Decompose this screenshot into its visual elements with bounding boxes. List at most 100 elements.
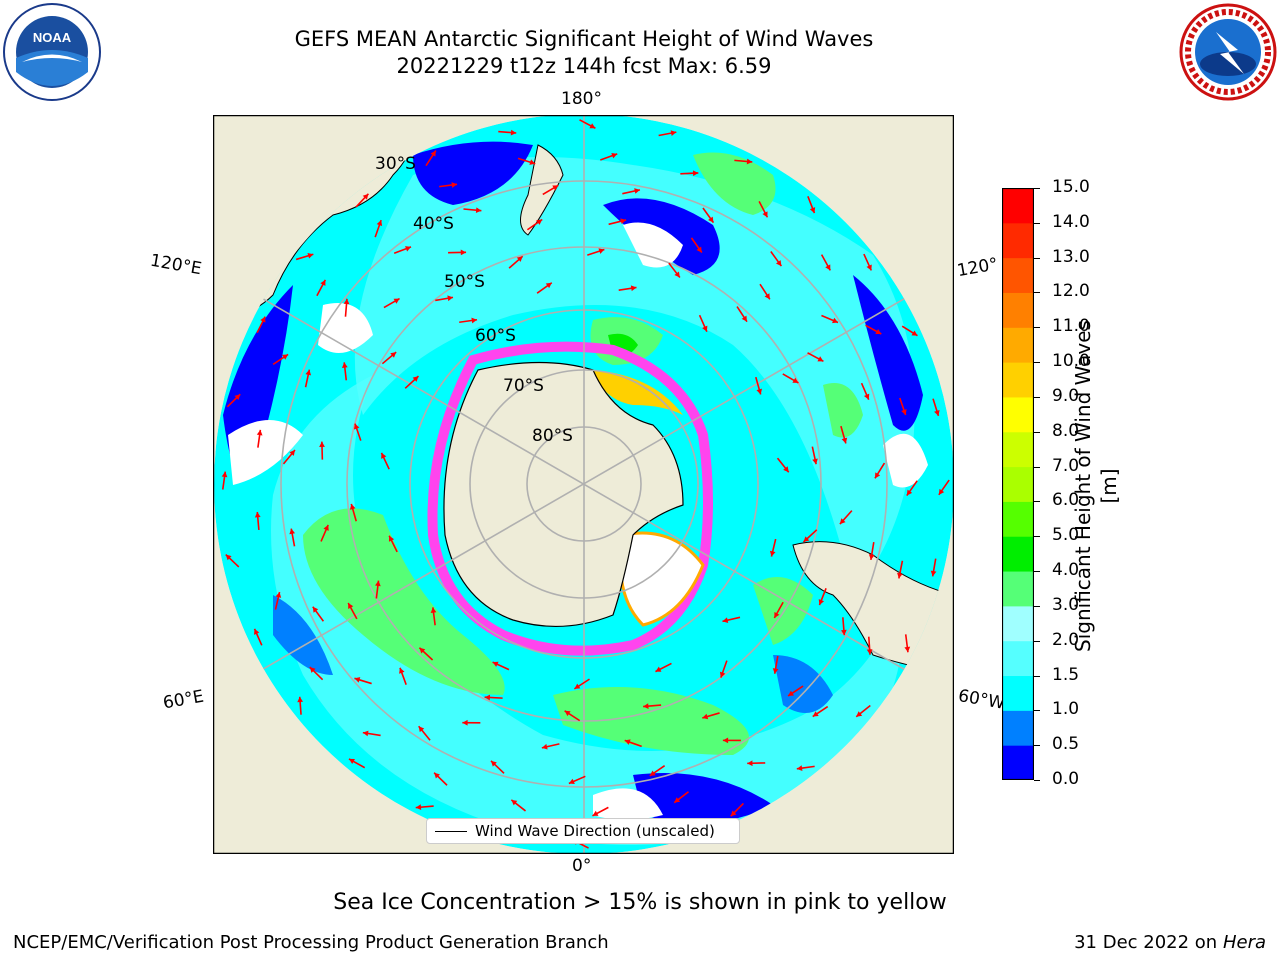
wave-direction-arrowhead bbox=[774, 611, 780, 618]
chart-subtitle: 20221229 t12z 144h fcst Max: 6.59 bbox=[396, 54, 772, 78]
colorbar-tick-mark bbox=[1034, 222, 1040, 224]
colorbar-segment bbox=[1002, 466, 1034, 502]
colorbar-segment bbox=[1002, 605, 1034, 642]
wave-direction-arrowhead bbox=[451, 182, 458, 188]
wave-direction-arrowhead bbox=[674, 271, 680, 278]
wave-direction-arrowhead bbox=[825, 264, 831, 271]
wave-direction-arrowhead bbox=[817, 356, 824, 362]
colorbar-segment bbox=[1002, 188, 1034, 224]
colorbar-tick-mark bbox=[1034, 640, 1040, 642]
wave-direction-arrowhead bbox=[447, 295, 454, 302]
wave-direction-arrowhead bbox=[568, 778, 575, 785]
wave-direction-arrowhead bbox=[803, 536, 810, 543]
wave-direction-arrowhead bbox=[289, 528, 296, 535]
colorbar-tick-mark bbox=[1034, 710, 1040, 712]
wave-direction-arrowhead bbox=[722, 617, 729, 623]
wave-direction-arrowhead bbox=[511, 799, 518, 806]
noaa-logo-text: NOAA bbox=[33, 30, 72, 45]
colorbar-tick-mark bbox=[1034, 292, 1040, 294]
wave-direction-arrowhead bbox=[552, 185, 559, 191]
colorbar-tick-label: 3.0 bbox=[1052, 594, 1080, 615]
wave-direction-arrowhead bbox=[841, 437, 848, 444]
wave-direction-arrowhead bbox=[906, 489, 913, 496]
colorbar-tick-label: 5.0 bbox=[1052, 525, 1080, 546]
colorbar-label: Significant Height of Wind Waves [m] bbox=[1071, 320, 1121, 652]
wave-direction-arrowhead bbox=[832, 317, 839, 324]
wave-direction-arrowhead bbox=[388, 535, 395, 542]
colorbar-segment bbox=[1002, 745, 1034, 780]
wave-direction-arrowhead bbox=[574, 683, 581, 689]
wave-direction-arrowhead bbox=[510, 129, 517, 136]
wave-direction-arrowhead bbox=[475, 207, 482, 214]
wave-direction-arrowhead bbox=[730, 810, 737, 817]
wave-direction-arrowhead bbox=[856, 711, 863, 717]
wave-direction-arrowhead bbox=[866, 264, 872, 271]
colorbar-tick-mark bbox=[1034, 675, 1040, 677]
wave-direction-arrowhead bbox=[812, 711, 819, 717]
wave-direction-arrowhead bbox=[875, 328, 882, 335]
wave-direction-arrowhead bbox=[376, 220, 383, 227]
wave-direction-arrowhead bbox=[747, 760, 753, 767]
colorbar-tick-label: 13.0 bbox=[1052, 246, 1090, 267]
footer-machine: Hera bbox=[1222, 932, 1266, 953]
wave-direction-arrowhead bbox=[341, 362, 348, 368]
wave-direction-arrowhead bbox=[863, 393, 870, 400]
wind-wave-arrows bbox=[221, 119, 950, 849]
wave-direction-arrowhead bbox=[564, 710, 571, 717]
colorbar-segment bbox=[1002, 292, 1034, 328]
colorbar-tick-label: 2.0 bbox=[1052, 629, 1080, 650]
colorbar bbox=[1002, 188, 1034, 780]
wave-direction-arrowhead bbox=[349, 503, 356, 510]
wave-direction-arrowhead bbox=[783, 466, 789, 473]
lon-label-180: 180° bbox=[561, 89, 602, 109]
wave-direction-arrowhead bbox=[260, 316, 266, 323]
wave-direction-arrowhead bbox=[319, 441, 325, 447]
wave-direction-arrowhead bbox=[320, 279, 326, 286]
colorbar-tick-label: 9.0 bbox=[1052, 385, 1080, 406]
wave-direction-arrowhead bbox=[643, 703, 649, 709]
graticule bbox=[214, 114, 954, 854]
colorbar-tick-label: 14.0 bbox=[1052, 211, 1090, 232]
wave-direction-arrowhead bbox=[792, 377, 799, 383]
legend-label: Wind Wave Direction (unscaled) bbox=[475, 822, 715, 840]
wave-direction-arrowhead bbox=[634, 188, 640, 194]
wave-direction-arrowhead bbox=[796, 765, 803, 771]
colorbar-tick-label: 12.0 bbox=[1052, 281, 1090, 302]
wave-direction-arrowhead bbox=[430, 607, 437, 613]
colorbar-tick-mark bbox=[1034, 605, 1040, 607]
wave-direction-arrowhead bbox=[897, 572, 903, 579]
colorbar-segment bbox=[1002, 327, 1034, 363]
wave-direction-arrowhead bbox=[390, 352, 397, 358]
wave-direction-arrowhead bbox=[234, 394, 241, 400]
wave-direction-arrowhead bbox=[904, 646, 911, 653]
noaa-logo: NOAA bbox=[3, 3, 101, 101]
footer-date-text: 31 Dec 2022 on bbox=[1074, 932, 1218, 953]
wave-direction-arrowhead bbox=[393, 298, 400, 304]
wave-direction-arrowhead bbox=[323, 524, 329, 531]
colorbar-tick-label: 7.0 bbox=[1052, 455, 1080, 476]
lon-label-60e: 60°E bbox=[161, 686, 206, 714]
colorbar-tick-mark bbox=[1034, 571, 1040, 573]
wave-direction-arrowhead bbox=[541, 743, 548, 750]
new-zealand-landmass bbox=[520, 144, 564, 236]
colorbar-segment bbox=[1002, 640, 1034, 677]
colorbar-segment bbox=[1002, 362, 1034, 398]
wave-direction-arrowhead bbox=[702, 325, 708, 332]
wave-direction-arrowhead bbox=[412, 376, 419, 382]
colorbar-tick-mark bbox=[1034, 431, 1040, 433]
map-panel: 30°S 40°S 50°S 60°S 70°S 80°S bbox=[212, 114, 955, 855]
wave-direction-arrowhead bbox=[225, 554, 232, 561]
wave-direction-arrowhead bbox=[719, 671, 726, 678]
wave-direction-arrowhead bbox=[762, 211, 768, 218]
footer-date: 31 Dec 2022 on Hera bbox=[1074, 932, 1266, 953]
wave-direction-arrowhead bbox=[516, 256, 523, 262]
colorbar-tick-mark bbox=[1034, 745, 1040, 747]
wave-direction-arrowhead bbox=[492, 661, 499, 667]
wave-direction-arrowhead bbox=[381, 452, 387, 459]
wave-direction-arrowhead bbox=[545, 282, 552, 289]
wave-direction-arrowhead bbox=[788, 690, 795, 696]
wave-direction-arrowhead bbox=[254, 511, 261, 518]
colorbar-tick-label: 0.5 bbox=[1052, 734, 1080, 755]
lat-label-50s: 50°S bbox=[444, 272, 485, 292]
colorbar-segment bbox=[1002, 571, 1034, 607]
